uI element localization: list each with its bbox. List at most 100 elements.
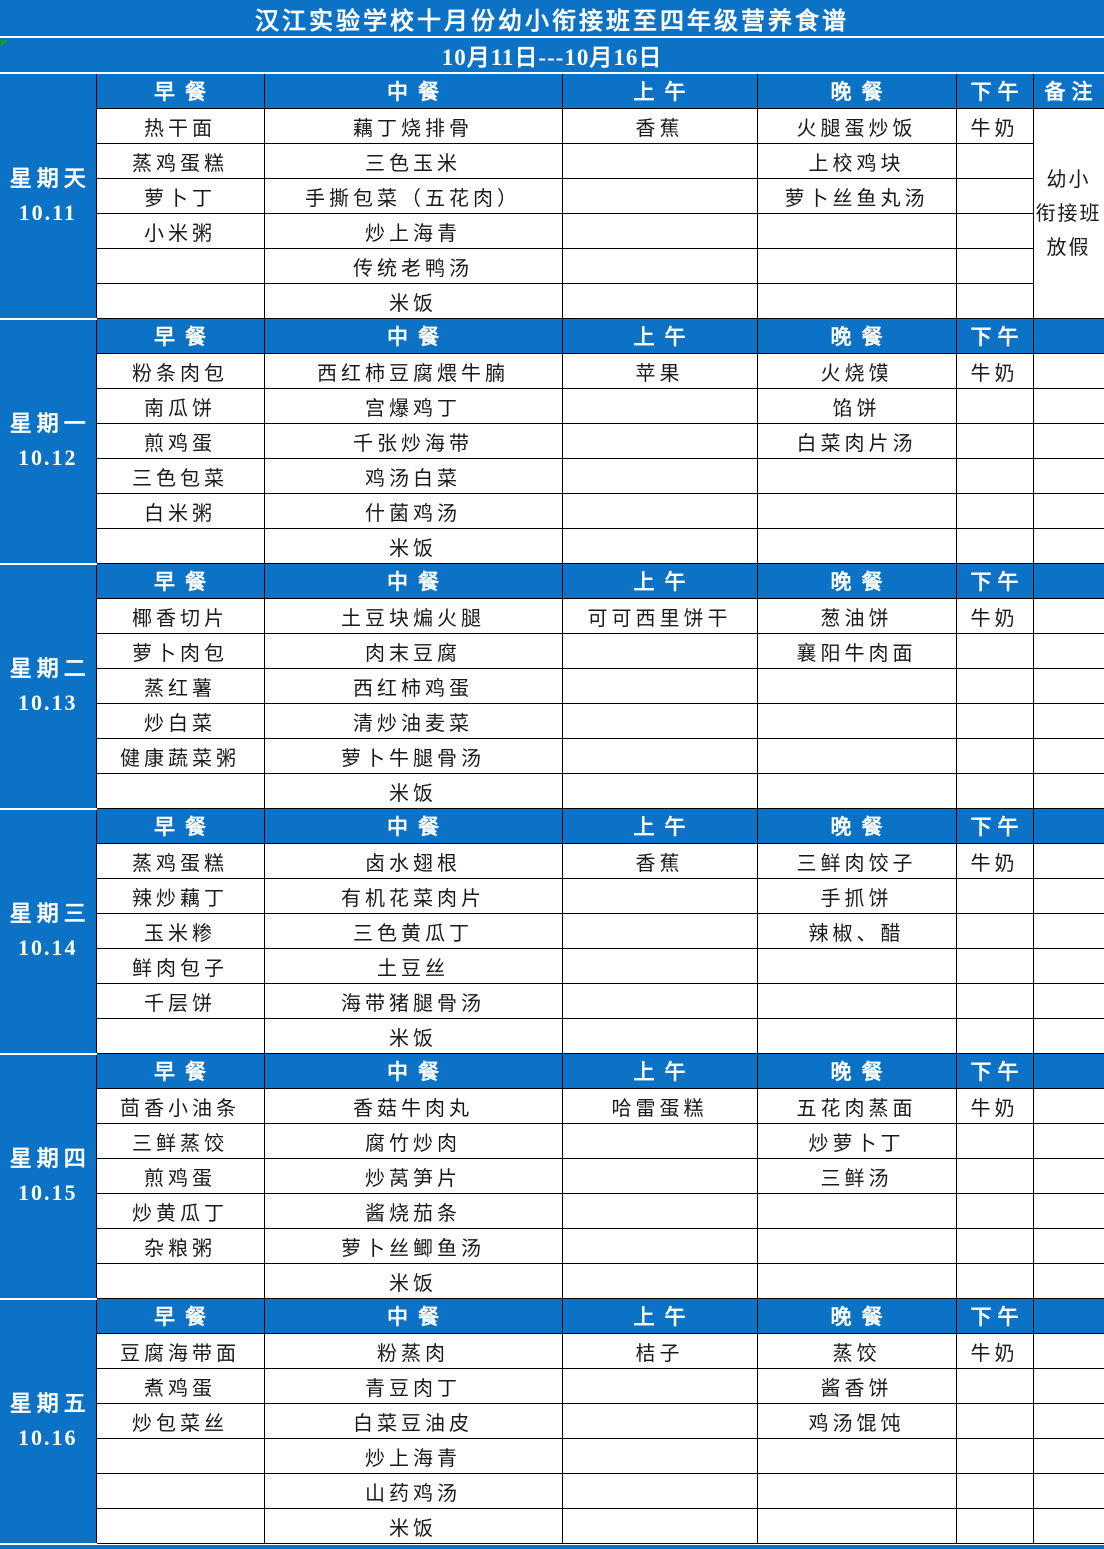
meal-cell: 粉蒸肉 <box>263 1333 563 1369</box>
meal-cell <box>756 1018 957 1054</box>
meal-cell <box>955 423 1034 459</box>
meal-cell <box>561 248 758 284</box>
remark-empty-cell <box>1032 598 1104 634</box>
meal-cell: 牛奶 <box>955 108 1034 144</box>
meal-cell <box>756 1508 957 1544</box>
remark-empty-cell <box>1032 843 1104 879</box>
weekday-label: 星期三 <box>9 900 91 926</box>
column-header: 早餐 <box>95 1298 265 1334</box>
meal-cell: 西红柿鸡蛋 <box>263 668 563 704</box>
remark-empty-cell <box>1032 948 1104 984</box>
column-header-empty <box>1032 808 1104 844</box>
meal-cell <box>95 1263 265 1299</box>
meal-cell <box>756 948 957 984</box>
column-header: 中餐 <box>263 72 563 109</box>
meal-cell: 牛奶 <box>955 1333 1034 1369</box>
remark-empty-cell <box>1032 703 1104 739</box>
meal-cell: 青豆肉丁 <box>263 1368 563 1404</box>
meal-cell <box>955 458 1034 494</box>
column-header: 中餐 <box>263 808 563 844</box>
column-header-remark: 备注 <box>1032 72 1104 109</box>
meal-cell <box>561 983 758 1019</box>
meal-cell: 西红柿豆腐煨牛腩 <box>263 353 563 389</box>
meal-cell <box>955 1263 1034 1299</box>
remark-empty-cell <box>1032 1508 1104 1544</box>
meal-cell: 土豆丝 <box>263 948 563 984</box>
meal-cell: 辣炒藕丁 <box>95 878 265 914</box>
meal-cell <box>955 1403 1034 1439</box>
meal-cell <box>955 1123 1034 1159</box>
remark-empty-cell <box>1032 353 1104 389</box>
meal-cell <box>756 1473 957 1509</box>
remark-empty-cell <box>1032 738 1104 774</box>
remark-empty-cell <box>1032 1228 1104 1264</box>
meal-cell <box>561 1438 758 1474</box>
meal-cell <box>95 248 265 284</box>
meal-cell: 炒白菜 <box>95 703 265 739</box>
meal-cell: 南瓜饼 <box>95 388 265 424</box>
day-label: 星期五 10.16 <box>0 1297 97 1545</box>
column-header-empty <box>1032 1298 1104 1334</box>
meal-cell: 三色包菜 <box>95 458 265 494</box>
meal-cell <box>561 738 758 774</box>
meal-cell <box>95 1473 265 1509</box>
remark-empty-cell <box>1032 493 1104 529</box>
column-header: 下午 <box>955 318 1034 354</box>
column-header: 早餐 <box>95 318 265 354</box>
remark-empty-cell <box>1032 1403 1104 1439</box>
column-header: 上午 <box>561 72 758 109</box>
meal-cell: 五花肉蒸面 <box>756 1088 957 1124</box>
bottom-strip <box>0 1543 1104 1549</box>
remark-empty-cell <box>1032 1158 1104 1194</box>
meal-cell: 腐竹炒肉 <box>263 1123 563 1159</box>
column-header: 上午 <box>561 318 758 354</box>
meal-cell <box>561 143 758 179</box>
meal-cell <box>756 213 957 249</box>
meal-cell <box>955 668 1034 704</box>
column-header: 早餐 <box>95 808 265 844</box>
meal-cell <box>561 178 758 214</box>
page-title: 汉江实验学校十月份幼小衔接班至四年级营养食谱 <box>0 0 1104 38</box>
meal-cell: 白菜肉片汤 <box>756 423 957 459</box>
remark-cell: 幼小 衔接班 放假 <box>1032 108 1104 319</box>
meal-cell: 宫爆鸡丁 <box>263 388 563 424</box>
meal-cell: 豆腐海带面 <box>95 1333 265 1369</box>
meal-cell <box>955 1228 1034 1264</box>
meal-cell: 白菜豆油皮 <box>263 1403 563 1439</box>
meal-cell: 桔子 <box>561 1333 758 1369</box>
meal-cell: 牛奶 <box>955 353 1034 389</box>
column-header: 下午 <box>955 1298 1034 1334</box>
column-header: 晚餐 <box>756 563 957 599</box>
weekday-label: 星期四 <box>9 1145 91 1171</box>
meal-cell <box>561 458 758 494</box>
meal-cell: 萝卜丝鱼丸汤 <box>756 178 957 214</box>
remark-empty-cell <box>1032 633 1104 669</box>
meal-cell <box>756 1438 957 1474</box>
meal-cell: 苹果 <box>561 353 758 389</box>
day-date-label: 10.16 <box>18 1425 78 1450</box>
meal-cell: 藕丁烧排骨 <box>263 108 563 144</box>
meal-cell <box>561 1193 758 1229</box>
remark-empty-cell <box>1032 1123 1104 1159</box>
column-header: 晚餐 <box>756 1298 957 1334</box>
meal-cell <box>756 773 957 809</box>
meal-cell: 香菇牛肉丸 <box>263 1088 563 1124</box>
meal-cell <box>955 1473 1034 1509</box>
column-header: 早餐 <box>95 1053 265 1089</box>
meal-cell: 三色玉米 <box>263 143 563 179</box>
meal-cell: 萝卜丝鲫鱼汤 <box>263 1228 563 1264</box>
column-header-empty <box>1032 1053 1104 1089</box>
meal-cell: 米饭 <box>263 1263 563 1299</box>
weekday-label: 星期天 <box>9 165 91 191</box>
meal-cell: 蒸饺 <box>756 1333 957 1369</box>
day-date-label: 10.15 <box>18 1180 78 1205</box>
meal-cell: 什菌鸡汤 <box>263 493 563 529</box>
meal-cell: 清炒油麦菜 <box>263 703 563 739</box>
spreadsheet-error-corner-icon <box>1 40 8 47</box>
meal-cell <box>561 773 758 809</box>
meal-cell <box>955 528 1034 564</box>
meal-cell: 杂粮粥 <box>95 1228 265 1264</box>
remark-empty-cell <box>1032 878 1104 914</box>
meal-cell <box>561 878 758 914</box>
